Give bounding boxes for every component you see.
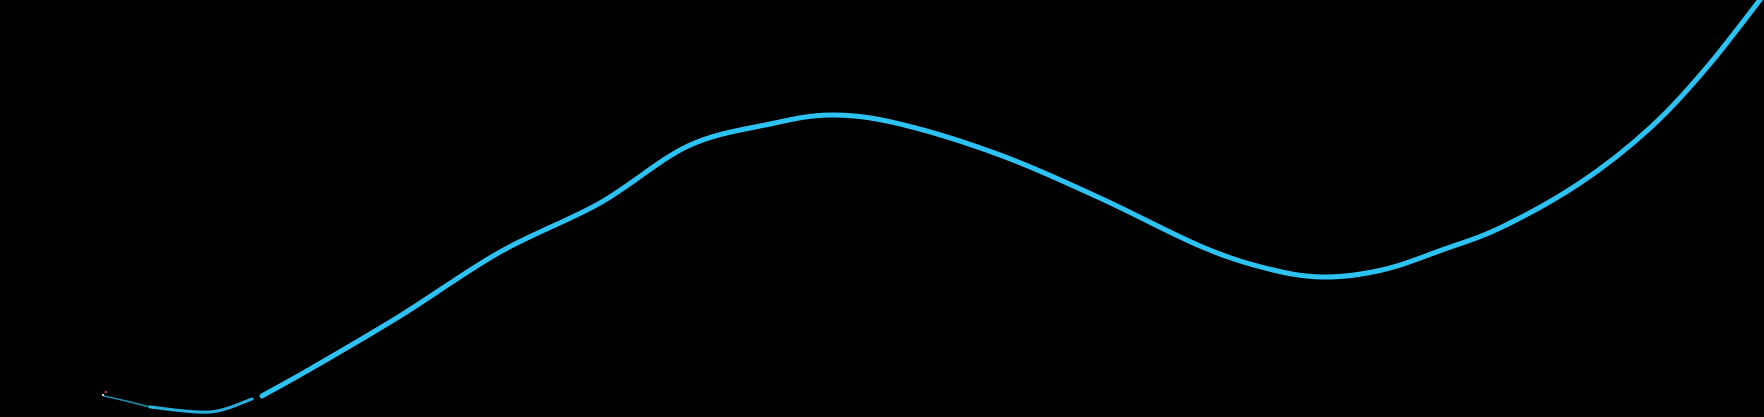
curve-line (259, 0, 1763, 399)
stroke-start-white-speck (101, 393, 105, 397)
curve-tail-mid (148, 397, 254, 414)
stroke-start-red-speck (104, 390, 108, 394)
curve-tail-thin (103, 395, 155, 409)
